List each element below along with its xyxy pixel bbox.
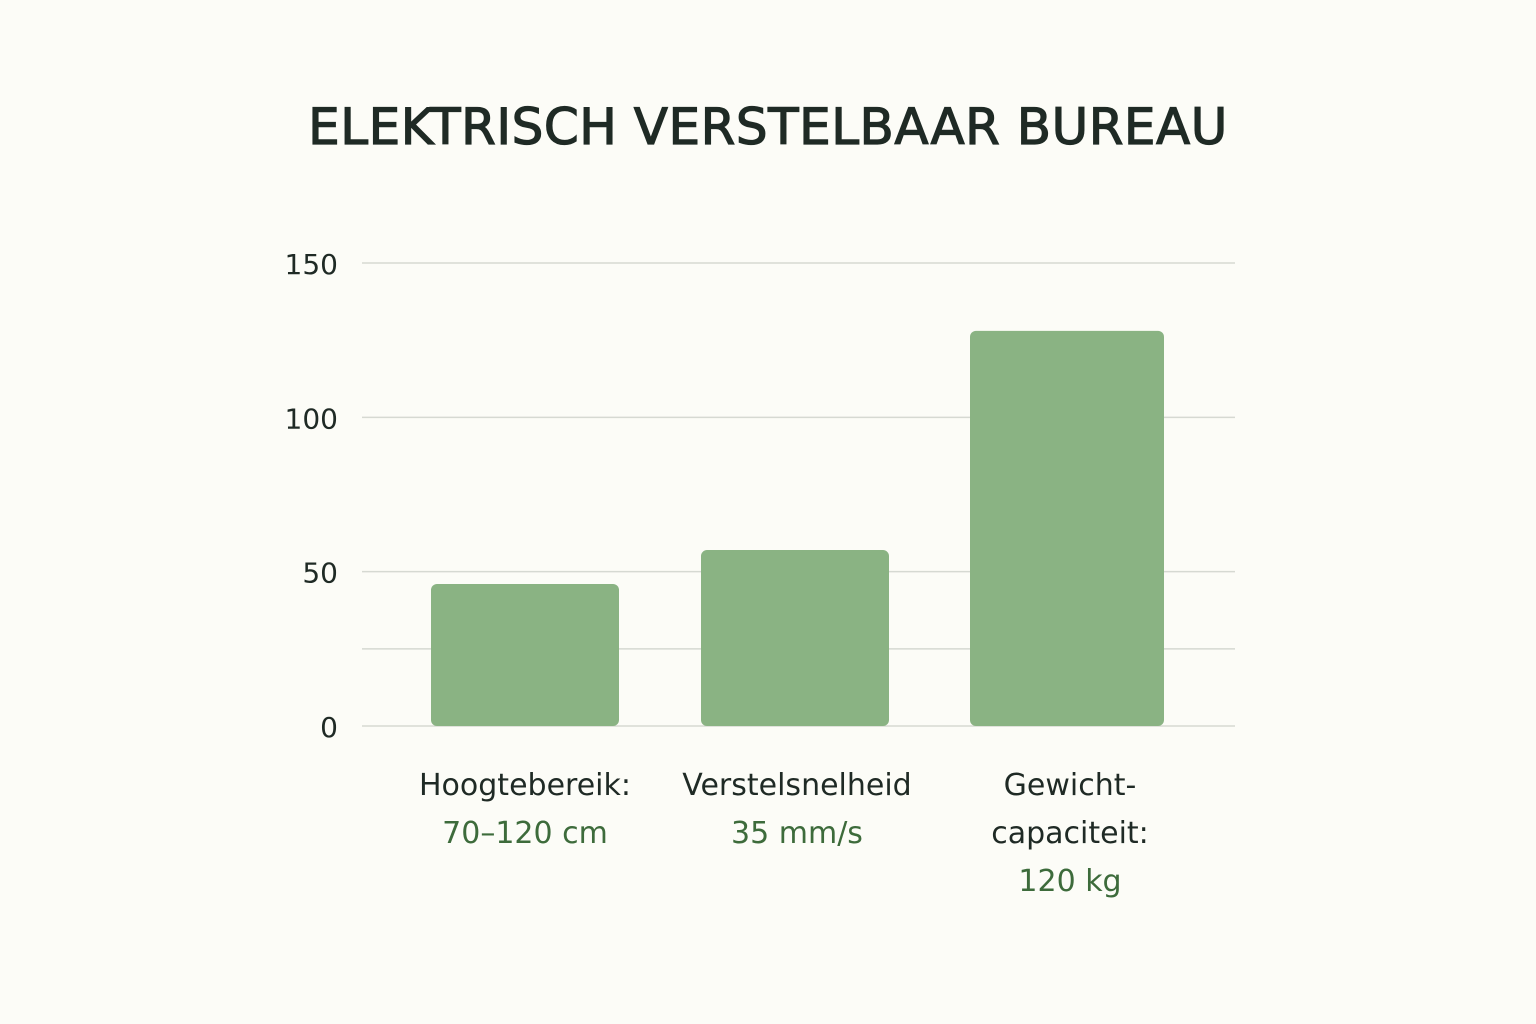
category-name: Gewicht- capaciteit: <box>991 768 1149 851</box>
chart-title: ELEKTRISCH VERSTELBAAR BUREAU <box>308 97 1228 156</box>
y-tick-label: 50 <box>302 557 338 590</box>
category-name: Verstelsnelheid <box>682 768 912 803</box>
category-spec: 120 kg <box>1018 864 1122 899</box>
category-spec: 70–120 cm <box>442 816 608 851</box>
y-tick-label: 0 <box>320 711 338 744</box>
category-spec: 35 mm/s <box>731 816 863 851</box>
category-name: Hoogtebereik: <box>419 768 631 803</box>
y-tick-label: 150 <box>285 248 338 281</box>
category-label-weight-capacity: Gewicht- capaciteit: 120 kg <box>930 762 1210 906</box>
bar <box>970 330 1164 726</box>
bar <box>701 550 889 726</box>
y-tick-label: 100 <box>285 402 338 435</box>
category-label-adjust-speed: Verstelsnelheid 35 mm/s <box>657 762 937 858</box>
bar <box>431 584 619 726</box>
category-label-height-range: Hoogtebereik: 70–120 cm <box>385 762 665 858</box>
